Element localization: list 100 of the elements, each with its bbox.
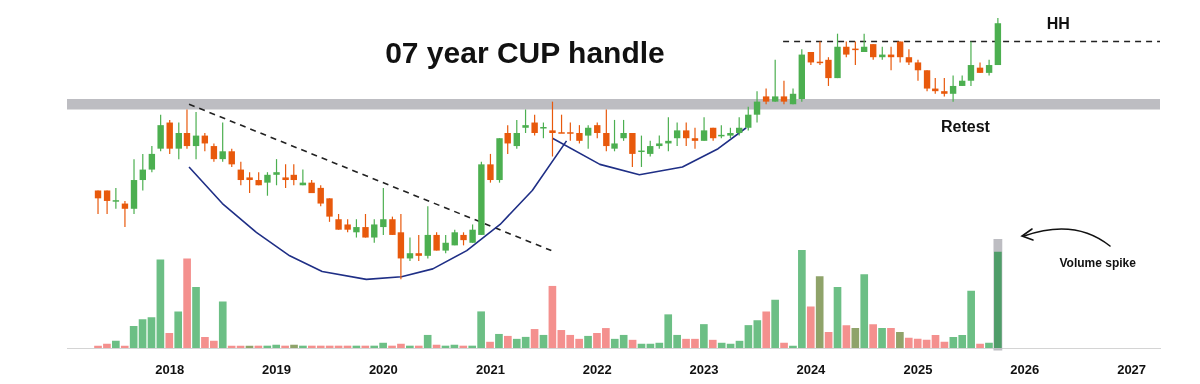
bar — [985, 343, 993, 349]
candlestick — [228, 148, 235, 168]
candlestick — [353, 218, 360, 239]
candlestick — [424, 205, 432, 260]
bar — [129, 326, 138, 349]
candlestick — [531, 114, 538, 137]
bar — [860, 274, 869, 349]
candlestick — [620, 119, 627, 142]
candlestick — [157, 114, 164, 152]
candlestick — [246, 171, 253, 194]
bar — [700, 324, 708, 349]
candlestick — [121, 200, 129, 228]
bar — [780, 343, 788, 349]
candlestick — [941, 77, 948, 97]
candlestick — [780, 80, 788, 105]
bar — [112, 341, 120, 349]
candlestick — [504, 124, 511, 155]
candlestick — [290, 163, 297, 186]
candlestick — [762, 87, 770, 105]
candlestick — [513, 119, 520, 150]
bar — [815, 276, 824, 349]
bar — [976, 344, 984, 349]
candlestick — [406, 236, 414, 262]
bar — [878, 328, 886, 349]
x-tick-label: 2024 — [796, 361, 827, 377]
bar — [138, 319, 147, 349]
candlestick — [148, 145, 156, 173]
bar — [218, 302, 227, 349]
annotation: Retest — [940, 117, 991, 135]
candlestick — [112, 187, 120, 210]
x-tick-label: 2018 — [155, 361, 185, 377]
candlestick — [469, 223, 476, 244]
candlestick — [629, 132, 636, 168]
candlestick — [522, 108, 529, 134]
x-tick-label: 2026 — [1010, 361, 1040, 377]
bar — [851, 328, 860, 349]
candlestick — [415, 234, 422, 262]
candlestick — [949, 74, 957, 103]
candlestick — [219, 121, 226, 163]
bar — [771, 300, 779, 349]
x-tick-label: 2022 — [582, 361, 612, 377]
candlestick — [549, 101, 556, 158]
candlestick — [914, 59, 922, 82]
candlestick — [691, 127, 699, 150]
bar — [423, 335, 432, 349]
candlestick — [584, 124, 592, 150]
bar — [824, 332, 833, 349]
candlestick — [603, 108, 610, 152]
x-tick-label: 2025 — [903, 361, 933, 377]
x-tick-label: 2020 — [368, 361, 398, 377]
bar — [869, 324, 877, 349]
candlestick — [567, 121, 574, 142]
candlestick — [735, 116, 743, 137]
candlestick — [967, 40, 975, 87]
bar — [833, 287, 842, 349]
candlestick — [273, 158, 280, 186]
candlestick — [923, 69, 931, 92]
candlestick — [683, 121, 690, 147]
bar — [290, 345, 298, 349]
bar — [183, 258, 191, 349]
candlestick — [753, 90, 761, 124]
x-tick-label: 2023 — [689, 361, 719, 377]
candlestick — [264, 171, 271, 197]
candlestick — [362, 213, 369, 239]
candlestick — [745, 106, 752, 131]
candlestick — [442, 234, 449, 254]
bar — [192, 287, 200, 349]
bar — [931, 335, 940, 349]
candlestick — [611, 119, 618, 152]
bar — [165, 333, 174, 349]
bar — [896, 332, 904, 349]
bar — [584, 336, 592, 349]
candlestick — [976, 61, 984, 74]
bar — [156, 259, 165, 349]
candlestick — [210, 142, 218, 163]
candlestick — [317, 184, 324, 207]
candlestick — [237, 161, 245, 186]
candlestick — [175, 121, 182, 160]
candlestick — [139, 153, 146, 192]
candlestick — [825, 56, 832, 87]
bar — [147, 317, 156, 349]
candlestick — [94, 189, 102, 215]
candlestick — [389, 216, 396, 236]
bar — [174, 311, 183, 349]
candlestick — [487, 153, 494, 184]
candlestick — [371, 218, 378, 244]
bar — [530, 329, 539, 349]
bar — [887, 328, 895, 349]
bar — [495, 334, 503, 349]
x-tick-label: 2027 — [1117, 361, 1147, 377]
bar — [504, 336, 512, 349]
candlestick — [103, 189, 111, 215]
candlestick — [700, 116, 708, 142]
bar — [762, 311, 771, 349]
candlestick — [183, 108, 191, 150]
candlestick — [905, 48, 913, 66]
bar — [539, 335, 548, 349]
candlestick — [771, 59, 779, 103]
bar — [708, 340, 717, 349]
candlestick — [326, 197, 333, 223]
